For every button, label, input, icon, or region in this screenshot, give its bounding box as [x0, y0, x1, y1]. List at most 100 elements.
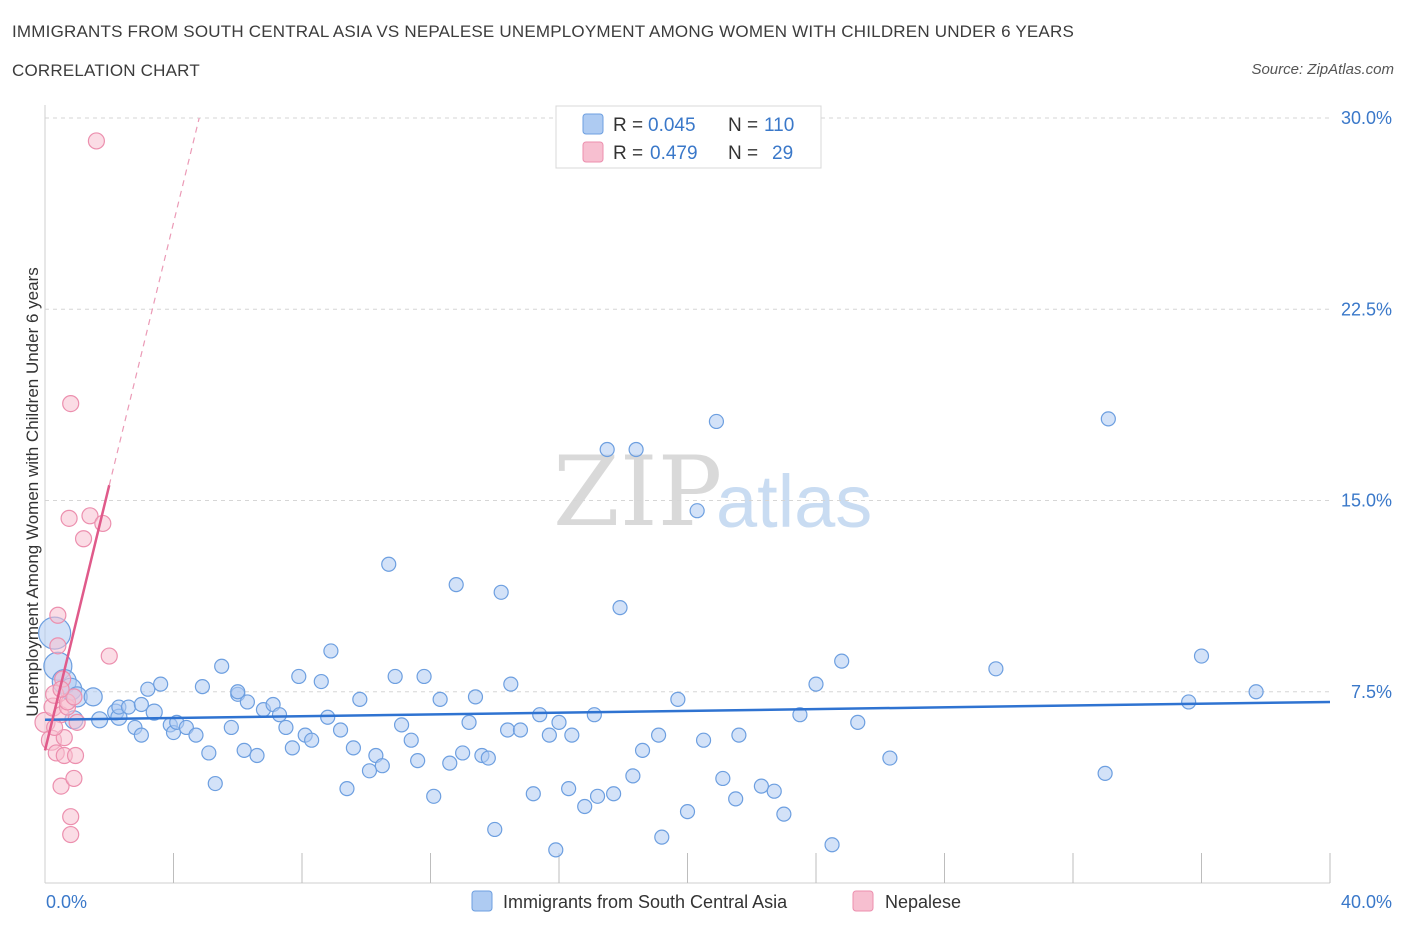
point-nepalese-16: [62, 808, 80, 826]
point-immigrants-64: [480, 750, 496, 766]
point-immigrants-53: [403, 732, 419, 748]
point-immigrants-35: [278, 719, 294, 736]
trend-line-immigrants: [44, 700, 1331, 722]
grid-lines: [45, 117, 1330, 693]
point-immigrants-15: [140, 681, 156, 697]
point-immigrants-99: [792, 707, 808, 723]
point-immigrants-11: [120, 699, 137, 715]
point-nepalese-23: [81, 507, 99, 525]
y-tick-label-3: 30.0%: [1341, 108, 1392, 128]
point-immigrants-60: [455, 745, 471, 761]
legend-r-value-pink: 0.479: [650, 143, 698, 164]
point-immigrants-88: [670, 691, 686, 708]
point-immigrants-56: [426, 788, 442, 804]
series-legend-label-nepalese: Nepalese: [885, 892, 961, 912]
x-tick-label-0: 0.0%: [46, 892, 87, 912]
point-nepalese-19: [65, 688, 83, 706]
point-immigrants-91: [695, 732, 712, 748]
point-immigrants-37: [291, 668, 307, 685]
legend-n-value-blue: 110: [764, 115, 794, 136]
point-immigrants-58: [442, 755, 458, 771]
point-immigrants-96: [753, 778, 769, 794]
point-immigrants-92: [708, 413, 725, 430]
point-immigrants-79: [589, 788, 606, 804]
point-immigrants-86: [650, 727, 667, 743]
point-immigrants-29: [236, 742, 252, 759]
point-immigrants-43: [332, 722, 349, 738]
point-immigrants-68: [503, 676, 519, 692]
point-nepalese-18: [65, 769, 83, 788]
point-nepalese-21: [68, 713, 86, 731]
point-immigrants-44: [339, 781, 355, 797]
point-immigrants-62: [467, 689, 484, 705]
point-nepalese-7: [52, 777, 70, 795]
point-immigrants-89: [679, 803, 696, 820]
point-immigrants-81: [606, 786, 622, 802]
legend-n-value-pink: 29: [772, 143, 793, 164]
point-immigrants-90: [689, 503, 705, 519]
point-immigrants-104: [882, 750, 898, 766]
point-nepalese-20: [66, 746, 85, 765]
y-tick-label-0: 7.5%: [1351, 682, 1392, 702]
point-immigrants-24: [201, 745, 217, 761]
point-immigrants-78: [586, 707, 602, 723]
point-immigrants-87: [654, 829, 670, 845]
point-immigrants-72: [541, 727, 557, 743]
point-immigrants-105: [988, 661, 1004, 677]
y-tick-label-2: 22.5%: [1341, 299, 1392, 319]
point-immigrants-26: [214, 658, 230, 674]
trend-line-nepalese-extension: [108, 117, 200, 486]
point-immigrants-93: [715, 770, 731, 787]
chart-title: IMMIGRANTS FROM SOUTH CENTRAL ASIA VS NE…: [12, 22, 1074, 41]
point-immigrants-16: [145, 703, 163, 721]
point-nepalese-24: [87, 132, 106, 150]
point-immigrants-98: [776, 806, 792, 822]
point-immigrants-107: [1100, 411, 1116, 427]
point-immigrants-82: [612, 599, 628, 616]
point-immigrants-67: [500, 722, 516, 738]
source-label: Source: ZipAtlas.com: [1251, 61, 1394, 78]
point-immigrants-76: [564, 727, 580, 743]
point-immigrants-102: [834, 653, 850, 669]
point-immigrants-70: [525, 786, 541, 802]
legend-r-label-pink: R =: [613, 143, 643, 164]
point-immigrants-74: [551, 714, 567, 730]
point-nepalese-17: [62, 395, 80, 413]
point-immigrants-23: [194, 679, 211, 695]
point-immigrants-69: [512, 722, 529, 738]
stats-legend: R = 0.045 N = 110 R = 0.479 N = 29: [555, 105, 822, 169]
point-immigrants-30: [239, 694, 255, 710]
point-immigrants-84: [628, 441, 644, 458]
point-immigrants-57: [432, 691, 448, 708]
chart-subtitle: CORRELATION CHART: [12, 61, 200, 80]
point-nepalese-22: [74, 530, 93, 548]
legend-n-label-pink: N =: [728, 143, 758, 164]
legend-swatch-blue: [582, 113, 604, 135]
point-nepalese-26: [100, 647, 118, 665]
point-immigrants-51: [387, 668, 403, 685]
point-immigrants-80: [599, 441, 615, 458]
point-immigrants-103: [850, 714, 866, 730]
point-immigrants-55: [416, 668, 432, 685]
trend-lines: [43, 117, 1331, 751]
trend-line-nepalese: [43, 484, 111, 751]
point-immigrants-42: [323, 643, 339, 659]
x-tick-label-1: 40.0%: [1341, 892, 1392, 912]
point-immigrants-108: [1181, 694, 1197, 710]
point-immigrants-83: [625, 768, 641, 784]
point-immigrants-41: [320, 709, 336, 725]
point-immigrants-85: [634, 742, 651, 759]
point-immigrants-101: [824, 837, 840, 853]
point-nepalese-6: [49, 606, 67, 624]
point-immigrants-77: [577, 798, 593, 815]
point-immigrants-61: [461, 714, 477, 730]
y-axis-title: Unemployment Among Women with Children U…: [23, 267, 42, 716]
y-tick-label-1: 15.0%: [1341, 491, 1392, 511]
point-immigrants-73: [548, 842, 564, 858]
point-immigrants-106: [1097, 765, 1113, 781]
point-immigrants-50: [381, 556, 397, 572]
point-immigrants-36: [284, 740, 300, 756]
watermark-atlas: atlas: [716, 460, 872, 543]
point-immigrants-6: [83, 687, 103, 707]
